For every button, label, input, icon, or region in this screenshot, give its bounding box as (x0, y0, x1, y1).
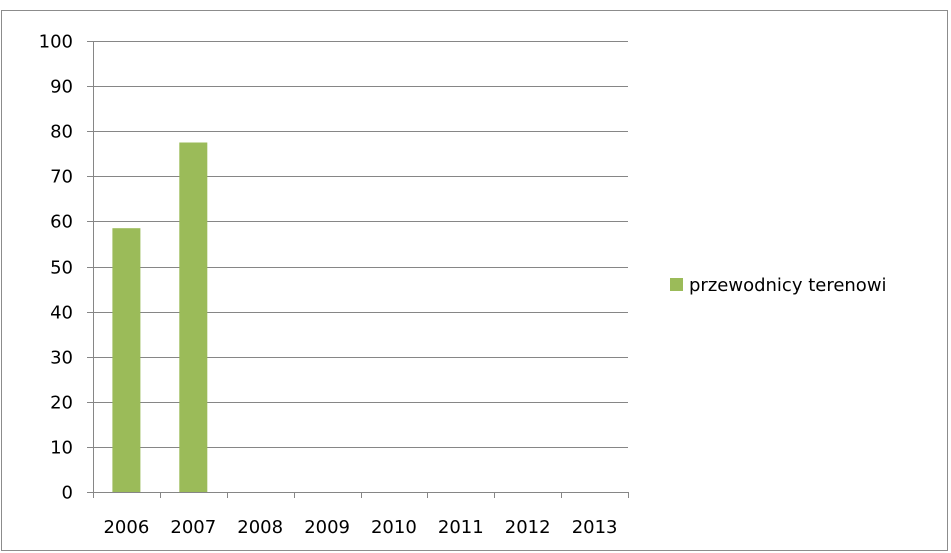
bars (112, 142, 208, 492)
y-tick-label: 70 (50, 167, 73, 188)
x-tick-label: 2007 (170, 517, 216, 538)
x-tick-labels: 2006 2007 2008 2009 2010 2011 2012 2013 (103, 517, 617, 538)
x-tick-label: 2012 (505, 517, 551, 538)
y-tick-label: 80 (50, 122, 73, 143)
y-tick-labels: 0 10 20 30 40 50 60 70 80 90 100 (39, 32, 73, 504)
y-tick-label: 20 (50, 393, 73, 414)
bar-2007 (179, 142, 208, 492)
legend-label: przewodnicy terenowi (689, 275, 887, 296)
legend-swatch (670, 278, 683, 291)
x-tick-label: 2010 (371, 517, 417, 538)
x-tick-label: 2011 (438, 517, 484, 538)
x-tick-label: 2006 (103, 517, 149, 538)
y-tick-label: 30 (50, 348, 73, 369)
chart-frame (1, 10, 948, 551)
x-tick-label: 2013 (572, 517, 618, 538)
y-tick-label: 50 (50, 258, 73, 279)
y-tick-label: 100 (39, 32, 73, 53)
y-tick-label: 40 (50, 303, 73, 324)
x-tick-label: 2009 (304, 517, 350, 538)
y-tick-label: 60 (50, 212, 73, 233)
y-tick-label: 90 (50, 77, 73, 98)
axes (87, 41, 629, 498)
legend: przewodnicy terenowi (670, 275, 887, 296)
y-tick-label: 0 (62, 483, 73, 504)
x-tick-label: 2008 (237, 517, 283, 538)
bar-2006 (112, 228, 141, 492)
y-tick-label: 10 (50, 438, 73, 459)
gridlines (93, 41, 628, 448)
